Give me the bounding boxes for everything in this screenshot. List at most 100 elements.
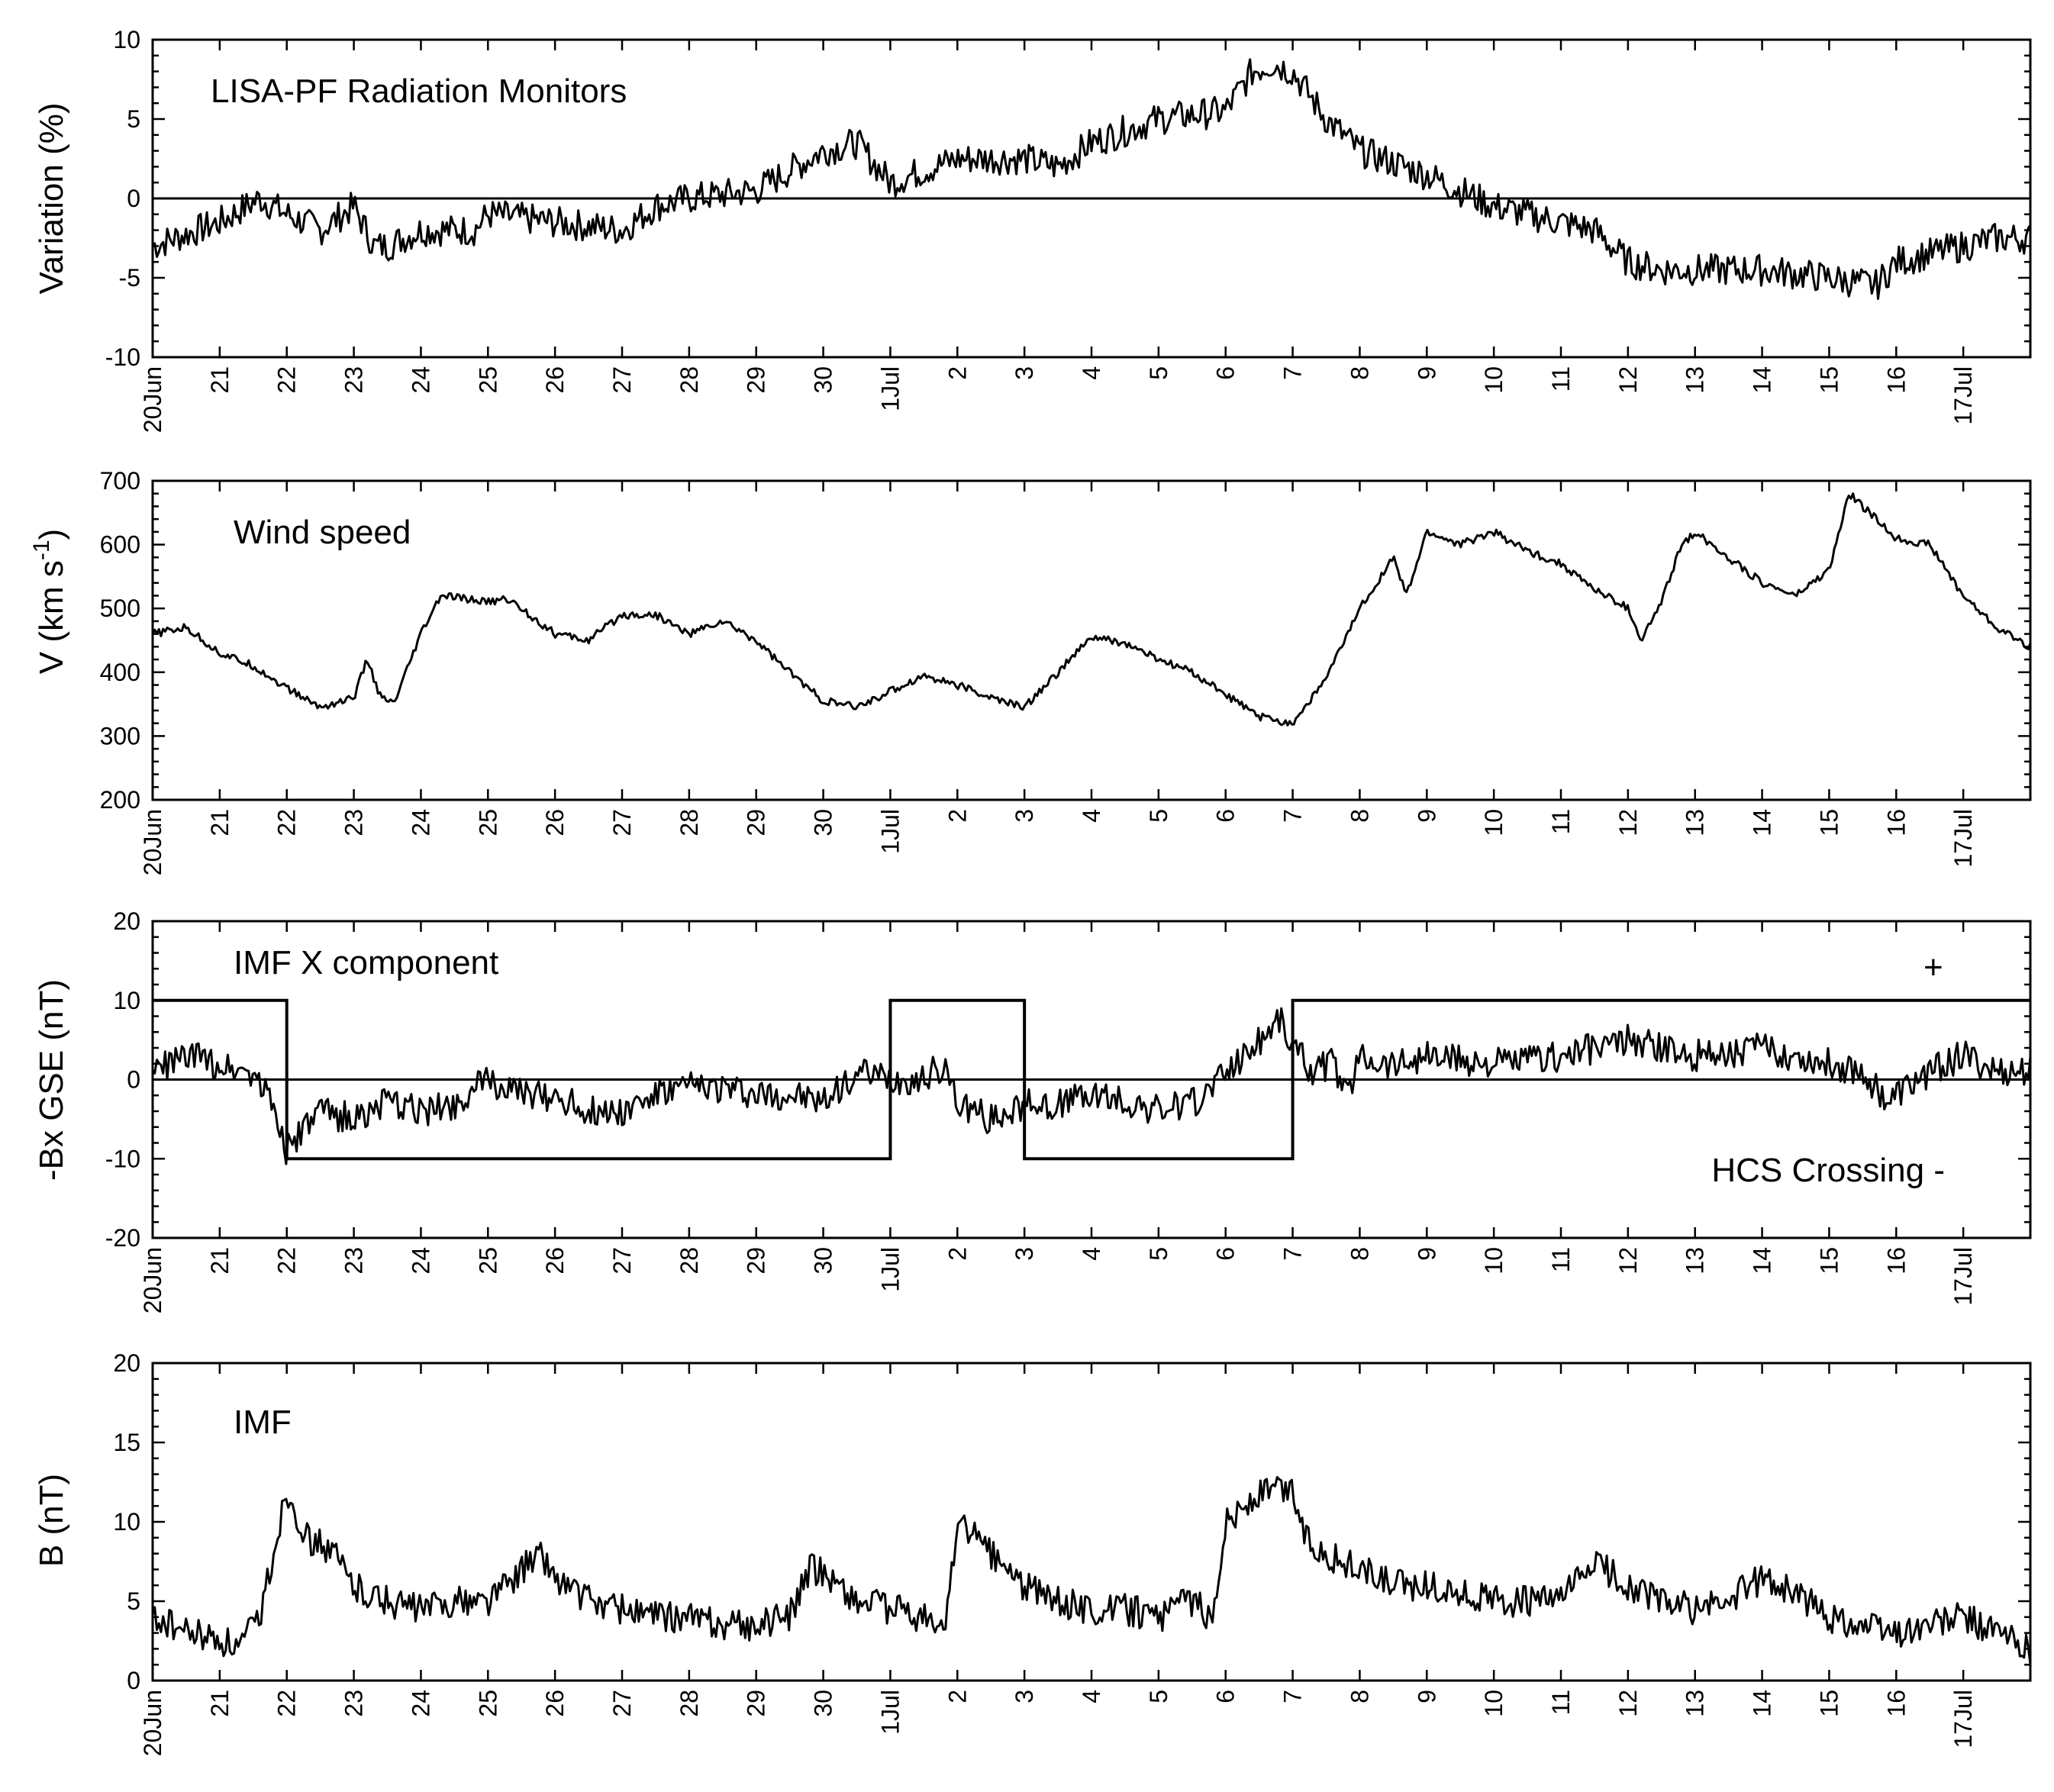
xtick-label-imfx: 6 — [1212, 1247, 1240, 1261]
xtick-label-radiation: 1Jul — [876, 366, 904, 411]
annotation-imf: IMF — [234, 1404, 292, 1441]
ylabel-wind-text: V (km s — [33, 560, 70, 674]
xtick-label-wind: 15 — [1815, 809, 1843, 836]
ytick-label-wind: 300 — [100, 722, 140, 749]
xtick-label-radiation: 24 — [407, 366, 434, 394]
xtick-label-imf: 23 — [340, 1690, 368, 1717]
xtick-label-wind: 27 — [608, 809, 636, 836]
ytick-label-radiation: -10 — [105, 343, 140, 371]
xtick-label-imfx: 11 — [1547, 1247, 1575, 1272]
xtick-label-imfx: 23 — [340, 1247, 368, 1275]
xtick-label-radiation: 23 — [340, 366, 368, 394]
xtick-label-imf: 20Jun — [139, 1690, 166, 1756]
xtick-label-imf: 16 — [1882, 1690, 1910, 1717]
xtick-label-imf: 12 — [1614, 1690, 1642, 1717]
xtick-label-imfx: 10 — [1480, 1247, 1507, 1275]
ylabel-wind: V (km s-1) — [29, 529, 70, 674]
xtick-label-imf: 11 — [1547, 1690, 1575, 1715]
xtick-label-imfx: 5 — [1145, 1247, 1172, 1261]
ytick-label-wind: 500 — [100, 595, 140, 622]
ytick-label-wind: 200 — [100, 786, 140, 814]
xtick-label-radiation: 13 — [1682, 366, 1709, 394]
ytick-label-imf: 20 — [113, 1349, 140, 1377]
xtick-label-wind: 26 — [541, 809, 569, 836]
xtick-label-imfx: 28 — [676, 1247, 703, 1275]
xtick-label-radiation: 26 — [541, 366, 569, 394]
xtick-label-imf: 10 — [1480, 1690, 1507, 1717]
xtick-label-wind: 11 — [1547, 809, 1575, 834]
xtick-label-imfx: 9 — [1413, 1247, 1440, 1261]
xtick-label-imfx: 3 — [1011, 1247, 1038, 1261]
xtick-label-radiation: 11 — [1547, 366, 1575, 392]
xtick-label-imf: 4 — [1078, 1690, 1105, 1703]
panel-wind: V (km s-1) Wind speed 200 300 400 500 600 700… — [29, 467, 2032, 875]
annotation-wind: Wind speed — [234, 514, 411, 551]
xtick-label-radiation: 5 — [1145, 366, 1172, 380]
xtick-label-imfx: 21 — [206, 1247, 234, 1275]
xtick-label-imf: 29 — [743, 1690, 770, 1717]
xtick-label-imf: 21 — [206, 1690, 234, 1717]
ytick-label-wind: 700 — [100, 467, 140, 495]
xtick-label-imf: 8 — [1346, 1690, 1373, 1703]
xtick-label-imf: 2 — [943, 1690, 971, 1703]
xtick-label-wind: 28 — [676, 809, 703, 836]
ytick-label-wind: 600 — [100, 531, 140, 559]
xtick-label-imf: 17Jul — [1949, 1690, 1977, 1748]
xtick-label-imf: 25 — [474, 1690, 501, 1717]
xtick-label-imfx: 26 — [541, 1247, 569, 1275]
xtick-label-radiation: 6 — [1212, 366, 1240, 380]
xtick-label-wind: 8 — [1346, 809, 1373, 823]
ytick-label-radiation: 5 — [127, 105, 140, 133]
ytick-label-imf: 5 — [127, 1587, 140, 1615]
xtick-label-wind: 2 — [943, 809, 971, 823]
xtick-label-imf: 6 — [1212, 1690, 1240, 1703]
xtick-label-imf: 13 — [1682, 1690, 1709, 1717]
xtick-label-wind: 10 — [1480, 809, 1507, 836]
xtick-label-wind: 12 — [1614, 809, 1642, 836]
xtick-label-wind: 9 — [1413, 809, 1440, 823]
xtick-label-radiation: 20Jun — [139, 366, 166, 433]
xtick-label-imfx: 30 — [810, 1247, 837, 1275]
xtick-label-imfx: 27 — [608, 1247, 636, 1275]
annotation-radiation: LISA-PF Radiation Monitors — [211, 73, 627, 110]
xtick-label-imfx: 17Jul — [1949, 1247, 1977, 1306]
xtick-label-imf: 5 — [1145, 1690, 1172, 1703]
xtick-label-radiation: 10 — [1480, 366, 1507, 394]
series-line-wind-0 — [151, 492, 2032, 727]
xtick-label-radiation: 29 — [743, 366, 770, 394]
xtick-label-radiation: 3 — [1011, 366, 1038, 380]
ytick-label-imfx: 20 — [113, 907, 140, 935]
annotation-imfx: IMF X component — [234, 944, 498, 981]
ytick-label-radiation: 0 — [127, 185, 140, 212]
ylabel-wind-close: ) — [33, 529, 70, 540]
xtick-label-radiation: 27 — [608, 366, 636, 394]
xtick-label-radiation: 16 — [1882, 366, 1910, 394]
panel-radiation: Variation (%) LISA-PF Radiation Monitors… — [33, 26, 2032, 433]
ylabel-radiation: Variation (%) — [33, 102, 70, 294]
xtick-label-wind: 6 — [1212, 809, 1240, 823]
xtick-label-imfx: 29 — [743, 1247, 770, 1275]
xtick-label-wind: 29 — [743, 809, 770, 836]
xtick-label-wind: 30 — [810, 809, 837, 836]
xtick-label-radiation: 30 — [810, 366, 837, 394]
xtick-label-imfx: 4 — [1078, 1247, 1105, 1261]
xtick-label-imf: 28 — [676, 1690, 703, 1717]
ytick-label-imfx: 10 — [113, 987, 140, 1014]
xtick-label-imf: 26 — [541, 1690, 569, 1717]
xtick-label-imfx: 8 — [1346, 1247, 1373, 1261]
xtick-label-wind: 20Jun — [139, 809, 166, 875]
ytick-label-imf: 0 — [127, 1667, 140, 1694]
panel-imfx: -Bx GSE (nT) IMF X component + HCS Cross… — [33, 907, 2032, 1313]
xtick-label-radiation: 28 — [676, 366, 703, 394]
annotation-hcs-crossing: HCS Crossing - — [1711, 1152, 1945, 1189]
hcs-step-line — [153, 998, 2030, 1161]
xtick-label-radiation: 9 — [1413, 366, 1440, 380]
xtick-label-imfx: 12 — [1614, 1247, 1642, 1275]
xtick-label-wind: 16 — [1882, 809, 1910, 836]
ytick-label-imf: 15 — [113, 1429, 140, 1456]
xtick-label-imfx: 25 — [474, 1247, 501, 1275]
xtick-label-wind: 13 — [1682, 809, 1709, 836]
xtick-label-wind: 1Jul — [876, 809, 904, 854]
ytick-label-wind: 400 — [100, 659, 140, 686]
